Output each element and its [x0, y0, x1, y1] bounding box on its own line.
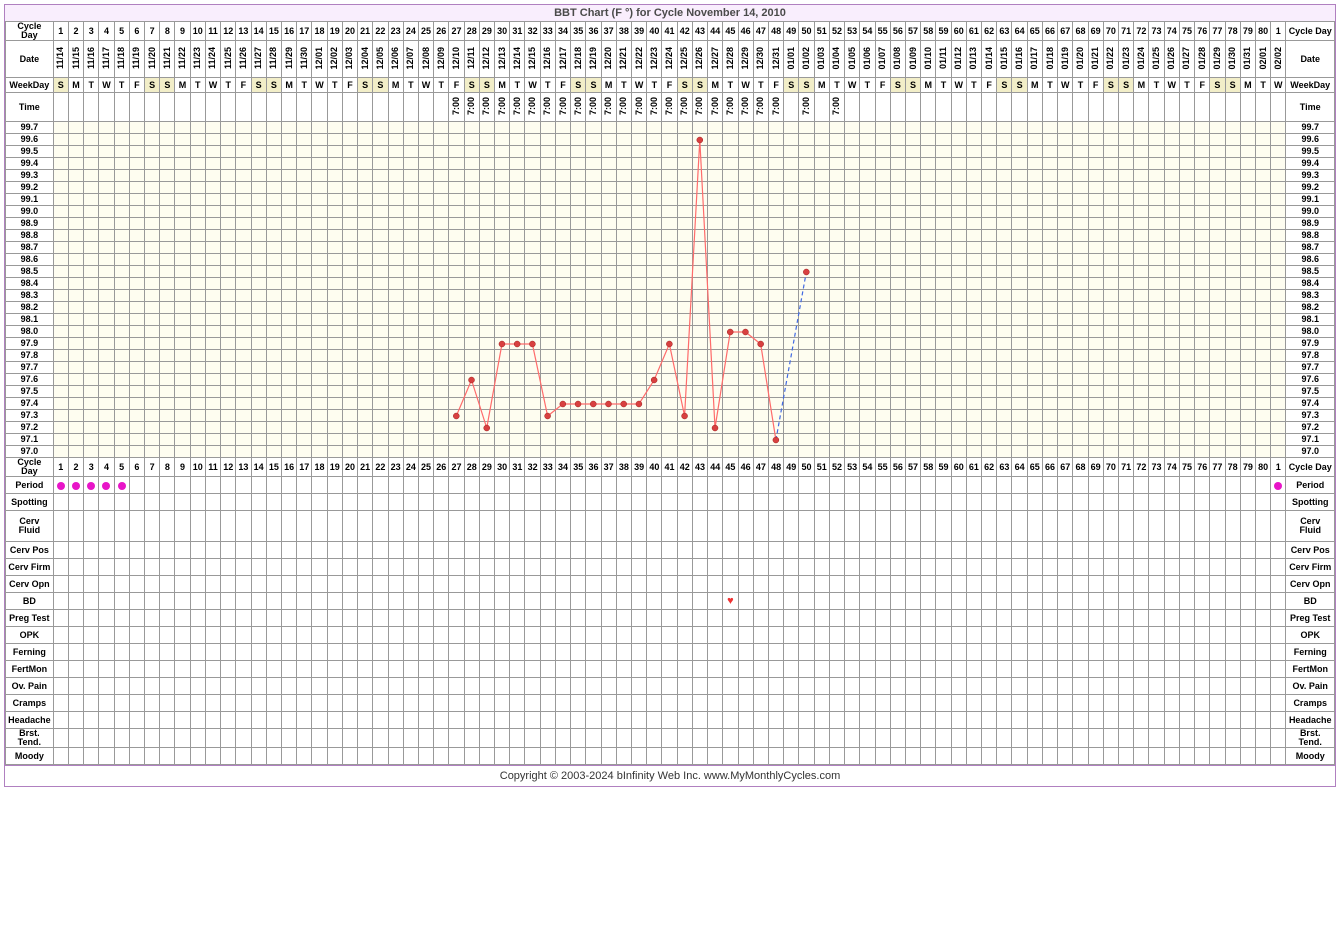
bbt-chart: BBT Chart (F °) for Cycle November 14, 2… [4, 4, 1336, 787]
chart-grid: Cycle Day1234567891011121314151617181920… [5, 21, 1335, 765]
chart-title: BBT Chart (F °) for Cycle November 14, 2… [5, 5, 1335, 21]
chart-footer: Copyright © 2003-2024 bInfinity Web Inc.… [5, 765, 1335, 786]
